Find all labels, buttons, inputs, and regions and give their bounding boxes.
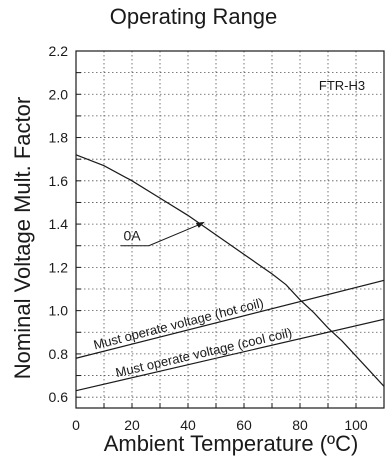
x-tick-label: 100 xyxy=(344,417,368,433)
series-label-0a: 0A xyxy=(123,228,141,244)
x-axis-label: Ambient Temperature (ºC) xyxy=(103,431,359,456)
y-tick-label: 1.4 xyxy=(49,216,69,232)
series-line-cool-coil xyxy=(75,318,385,392)
y-tick-label: 0.8 xyxy=(49,346,69,362)
series-line-hot-coil xyxy=(75,279,385,359)
x-tick-label: 0 xyxy=(72,417,80,433)
model-label: FTR-H3 xyxy=(319,78,365,93)
y-axis-label: Nominal Voltage Mult. Factor xyxy=(10,96,35,380)
y-tick-label: 1.6 xyxy=(49,173,69,189)
x-tick-label: 60 xyxy=(236,417,252,433)
series-line-0a xyxy=(75,154,385,387)
y-tick-label: 2.0 xyxy=(49,86,69,102)
y-tick-label: 1.8 xyxy=(49,130,69,146)
chart-title: Operating Range xyxy=(109,4,278,29)
x-tick-label: 40 xyxy=(180,417,196,433)
axis-ticks: 0 20 40 60 80 100 0.6 0.8 1.0 1.2 1.4 1.6 1.8 2.0 2.2 xyxy=(49,43,368,433)
label-leader-0a xyxy=(148,223,201,247)
y-tick-label: 0.6 xyxy=(49,389,69,405)
y-tick-label: 2.2 xyxy=(49,43,69,59)
grid xyxy=(76,51,384,408)
arrow-icon xyxy=(195,221,205,228)
y-tick-label: 1.2 xyxy=(49,259,69,275)
x-tick-label: 20 xyxy=(124,417,140,433)
y-tick-label: 1.0 xyxy=(49,303,69,319)
plot-frame xyxy=(75,50,385,409)
series xyxy=(75,154,385,392)
x-tick-label: 80 xyxy=(292,417,308,433)
